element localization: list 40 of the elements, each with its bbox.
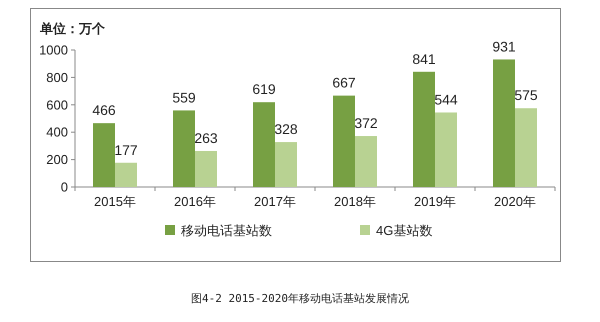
data-label: 328 xyxy=(274,121,298,138)
data-label: 466 xyxy=(92,102,116,118)
x-tick-label: 2020年 xyxy=(494,194,536,209)
bar xyxy=(355,136,377,187)
y-tick-label: 800 xyxy=(46,70,68,85)
x-tick-label: 2017年 xyxy=(254,194,296,209)
bar xyxy=(333,96,355,187)
x-tick-label: 2018年 xyxy=(334,194,376,209)
y-axis-title: 单位：万个 xyxy=(39,21,106,36)
y-tick-label: 600 xyxy=(46,97,68,112)
x-tick-label: 2016年 xyxy=(174,194,216,209)
bar xyxy=(115,162,137,187)
data-label: 931 xyxy=(492,38,516,54)
data-label: 841 xyxy=(412,50,436,67)
data-label: 544 xyxy=(434,91,458,108)
bar xyxy=(173,110,195,187)
y-tick-label: 200 xyxy=(46,152,68,168)
x-tick-label: 2019年 xyxy=(414,194,456,209)
bar xyxy=(435,112,457,187)
bar xyxy=(275,142,297,187)
data-label: 177 xyxy=(114,142,138,158)
data-label: 263 xyxy=(194,130,218,146)
data-label: 559 xyxy=(172,89,196,106)
y-tick-label: 1000 xyxy=(39,42,68,58)
bar xyxy=(195,150,217,187)
y-tick-label: 0 xyxy=(60,180,68,194)
data-label: 619 xyxy=(252,81,276,98)
bar xyxy=(253,102,275,187)
bar xyxy=(493,59,515,187)
bar xyxy=(93,123,115,187)
bar xyxy=(515,108,537,187)
data-label: 667 xyxy=(332,74,356,91)
data-label: 575 xyxy=(514,87,538,104)
legend-label: 移动电话基站数 xyxy=(181,223,272,238)
y-tick-label: 400 xyxy=(46,124,68,140)
x-tick-label: 2015年 xyxy=(94,194,136,209)
bar xyxy=(413,72,435,187)
caption: 图4-2 2015-2020年移动电话基站发展情况 xyxy=(190,292,410,305)
data-label: 372 xyxy=(354,115,378,132)
legend-label: 4G基站数 xyxy=(376,223,432,238)
